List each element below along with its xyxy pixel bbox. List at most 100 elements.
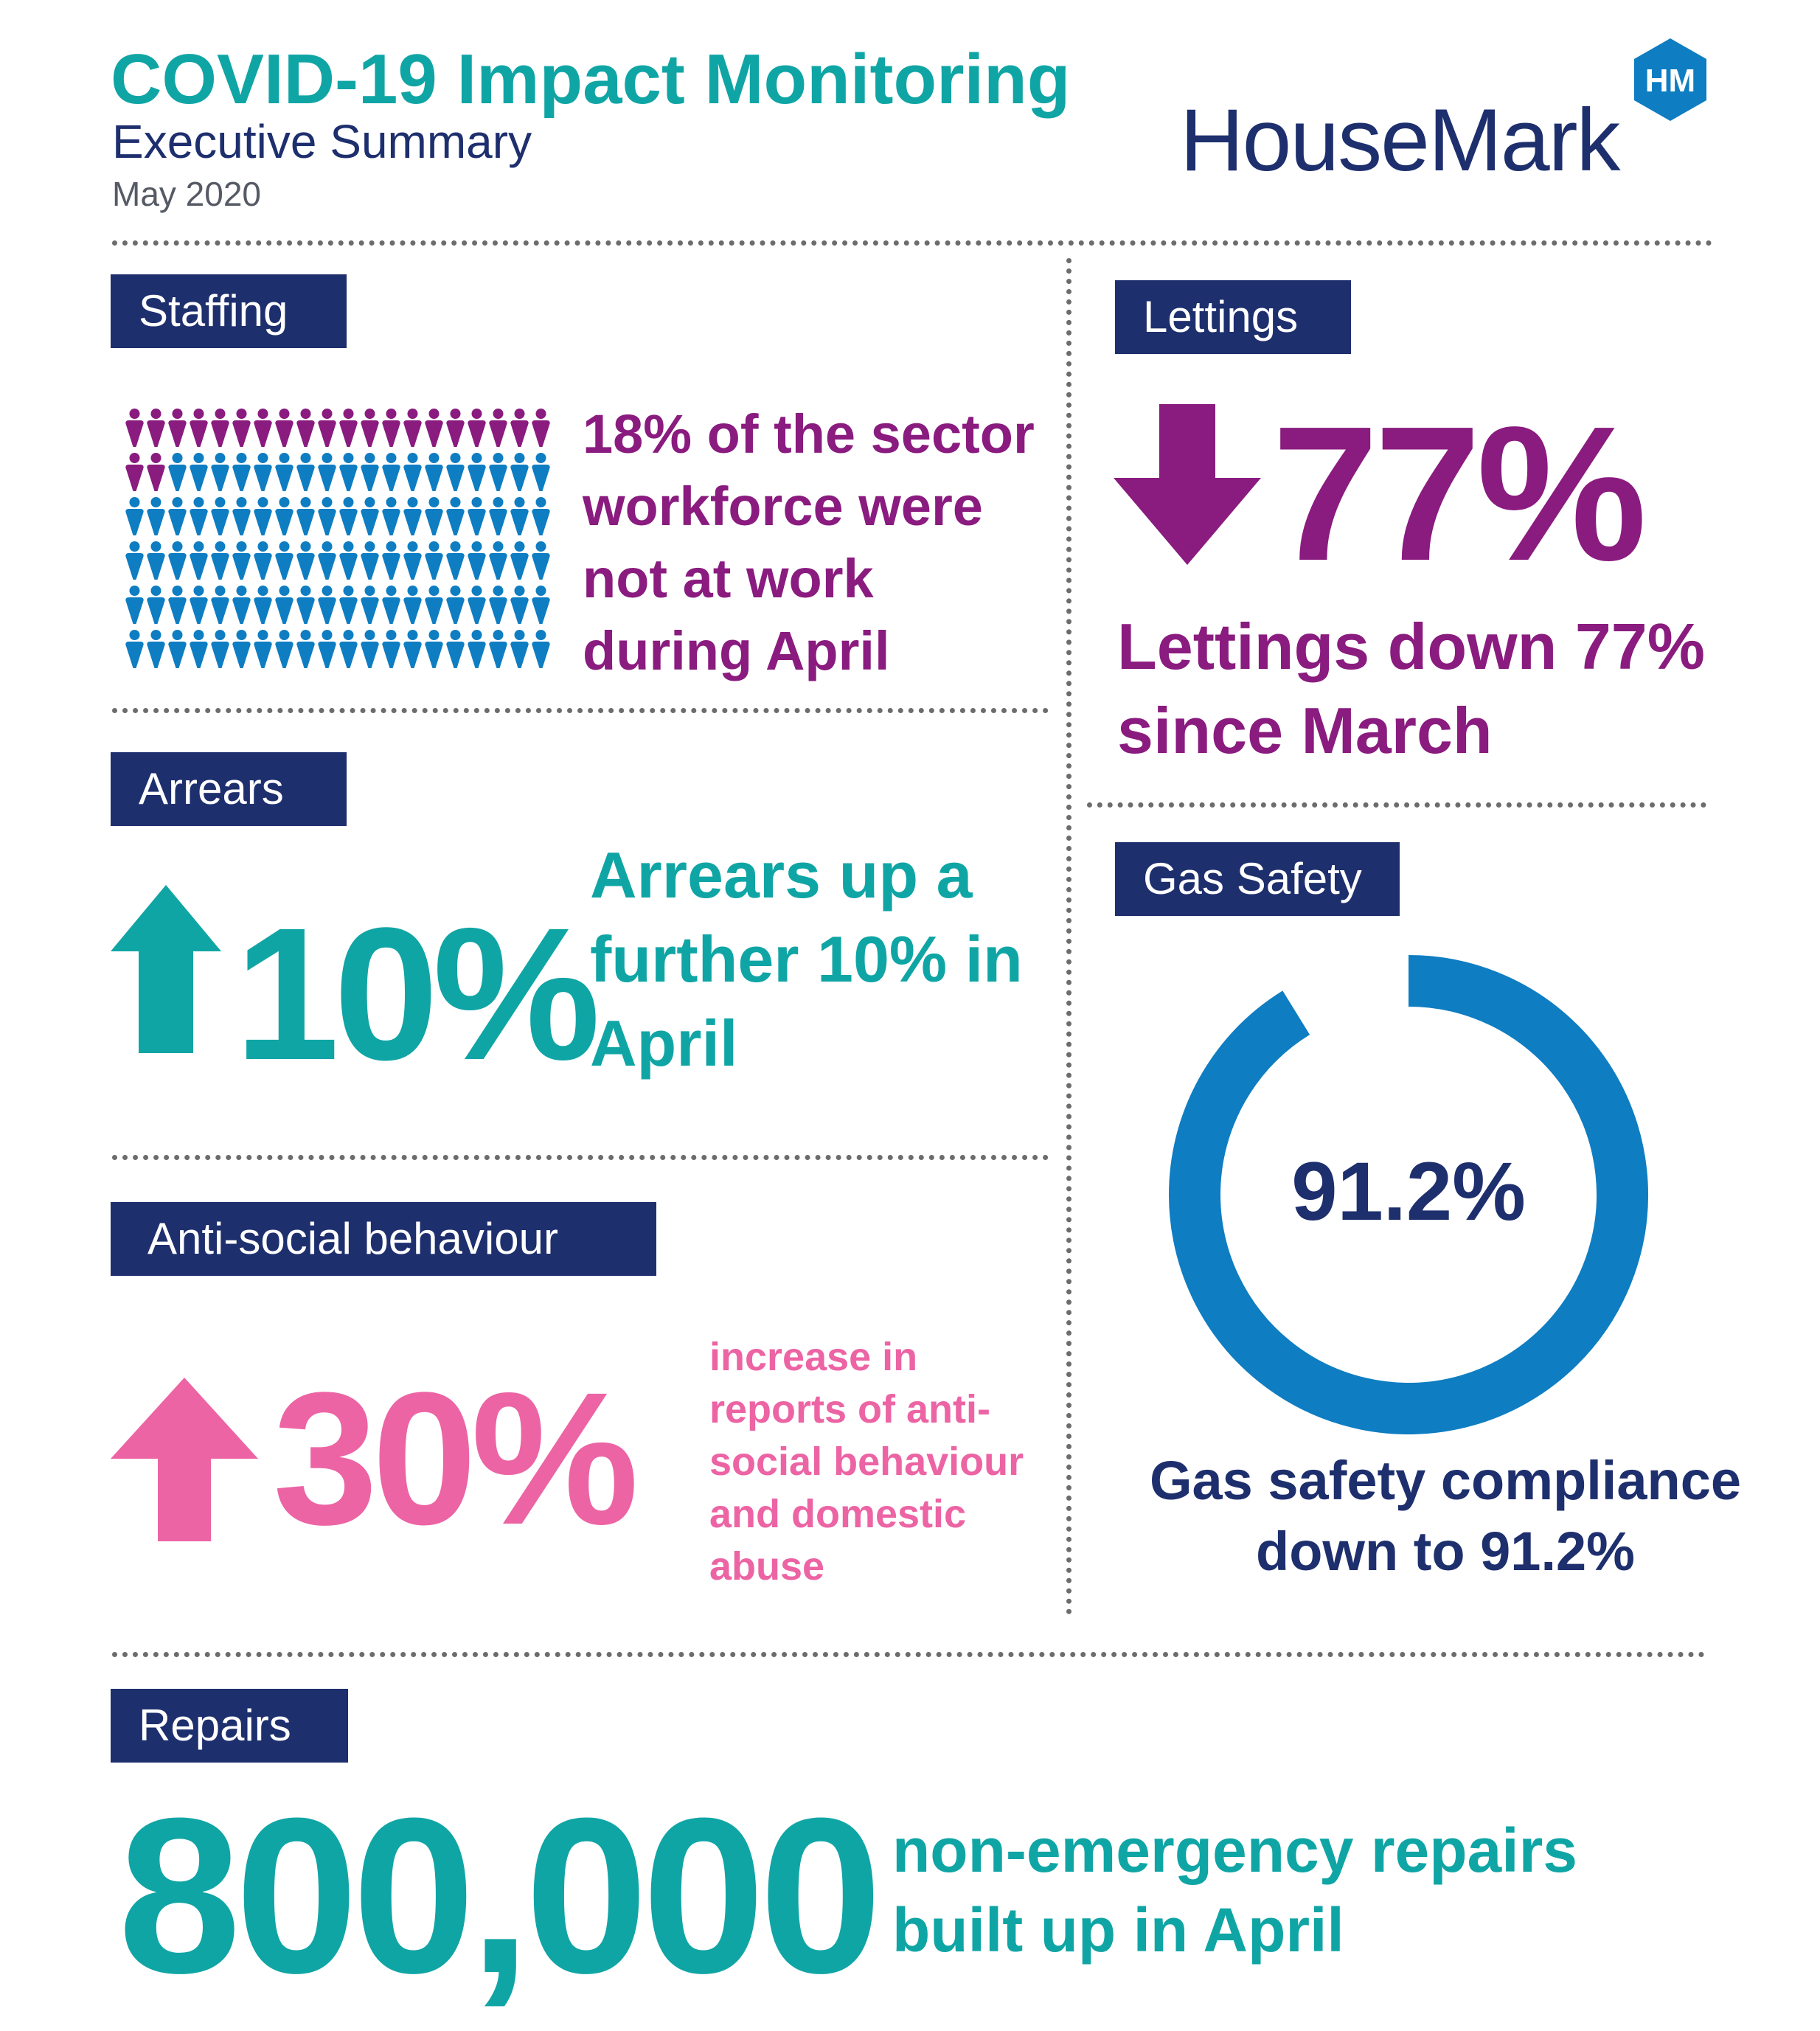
person-icon [296,497,315,535]
divider-lettings [1087,802,1706,808]
person-icon [510,541,529,580]
person-icon [275,630,294,668]
person-icon [168,541,187,580]
repairs-statement: non-emergency repairs built up in April [892,1816,1578,1965]
person-icon [361,541,379,580]
person-icon [510,586,529,624]
person-icon [361,497,379,535]
person-icon [318,409,336,447]
person-icon [446,541,465,580]
person-icon [318,630,336,668]
person-icon [147,409,165,447]
person-icon [425,630,443,668]
person-icon [403,541,422,580]
divider-bottom [112,1652,1705,1657]
person-icon [339,541,358,580]
person-icon [232,497,251,535]
person-icon [510,630,529,668]
person-icon [532,497,550,535]
person-icon [468,497,486,535]
person-icon [147,453,165,491]
person-icon [510,409,529,447]
person-icon [232,453,251,491]
person-icon [147,586,165,624]
person-icon [254,586,272,624]
person-icon [532,586,550,624]
person-icon [489,497,507,535]
lettings-value: 77% [1272,387,1647,601]
person-icon [532,630,550,668]
person-icon [296,586,315,624]
arrears-value: 10% [235,889,600,1100]
person-icon [211,586,229,624]
divider-vertical [1066,258,1071,1615]
person-icon [361,586,379,624]
person-icon [125,630,144,668]
person-icon [403,497,422,535]
person-icon [275,541,294,580]
person-icon [446,497,465,535]
arrears-statement: Arrears up a further 10% in April [590,839,1023,1080]
brand-hexagon-icon: HM [1634,38,1706,121]
person-icon [254,497,272,535]
brand-logo-text: HouseMark [1180,91,1621,190]
person-icon [403,586,422,624]
divider-staffing [112,708,1049,713]
person-icon [532,541,550,580]
person-icon [382,541,400,580]
person-icon [275,409,294,447]
gas-safety-donut [1169,955,1648,1434]
person-icon [318,497,336,535]
brand-mark-text: HM [1645,63,1695,99]
person-icon [339,409,358,447]
person-icon [211,630,229,668]
person-icon [168,586,187,624]
gas-safety-value: 91.2% [1291,1145,1526,1237]
person-icon [425,453,443,491]
person-icon [190,409,208,447]
person-icon [190,630,208,668]
staffing-statement: 18% of the sector workforce were not at … [583,403,1035,681]
person-icon [296,630,315,668]
person-icon [468,409,486,447]
person-icon [318,453,336,491]
arrow-up-icon [111,885,221,1053]
person-icon [361,630,379,668]
person-icon [489,630,507,668]
person-icon [468,586,486,624]
gas-safety-statement: Gas safety compliance down to 91.2% [1149,1450,1742,1582]
section-label-asb: Anti-social behaviour [111,1202,656,1276]
person-icon [254,541,272,580]
person-icon [125,453,144,491]
section-label-staffing: Staffing [111,274,347,348]
person-icon [382,630,400,668]
person-icon [275,586,294,624]
person-icon [232,630,251,668]
person-icon [510,497,529,535]
person-icon [318,586,336,624]
lettings-statement: Lettings down 77% since March [1117,610,1705,767]
person-icon [190,541,208,580]
person-icon [232,409,251,447]
person-icon [125,541,144,580]
asb-statement: increase in reports of anti-social behav… [709,1335,1024,1589]
person-icon [532,453,550,491]
person-icon [425,541,443,580]
person-icon [510,453,529,491]
person-icon [168,497,187,535]
person-icon [361,453,379,491]
person-icon [125,586,144,624]
person-icon [489,586,507,624]
person-icon [468,630,486,668]
person-icon [339,630,358,668]
person-icon [361,409,379,447]
person-icon [211,453,229,491]
person-icon [168,453,187,491]
person-icon [425,586,443,624]
person-icon [296,453,315,491]
page-title: COVID-19 Impact Monitoring [111,40,1071,119]
person-icon [468,453,486,491]
person-icon [147,541,165,580]
person-icon [125,497,144,535]
person-icon [339,586,358,624]
